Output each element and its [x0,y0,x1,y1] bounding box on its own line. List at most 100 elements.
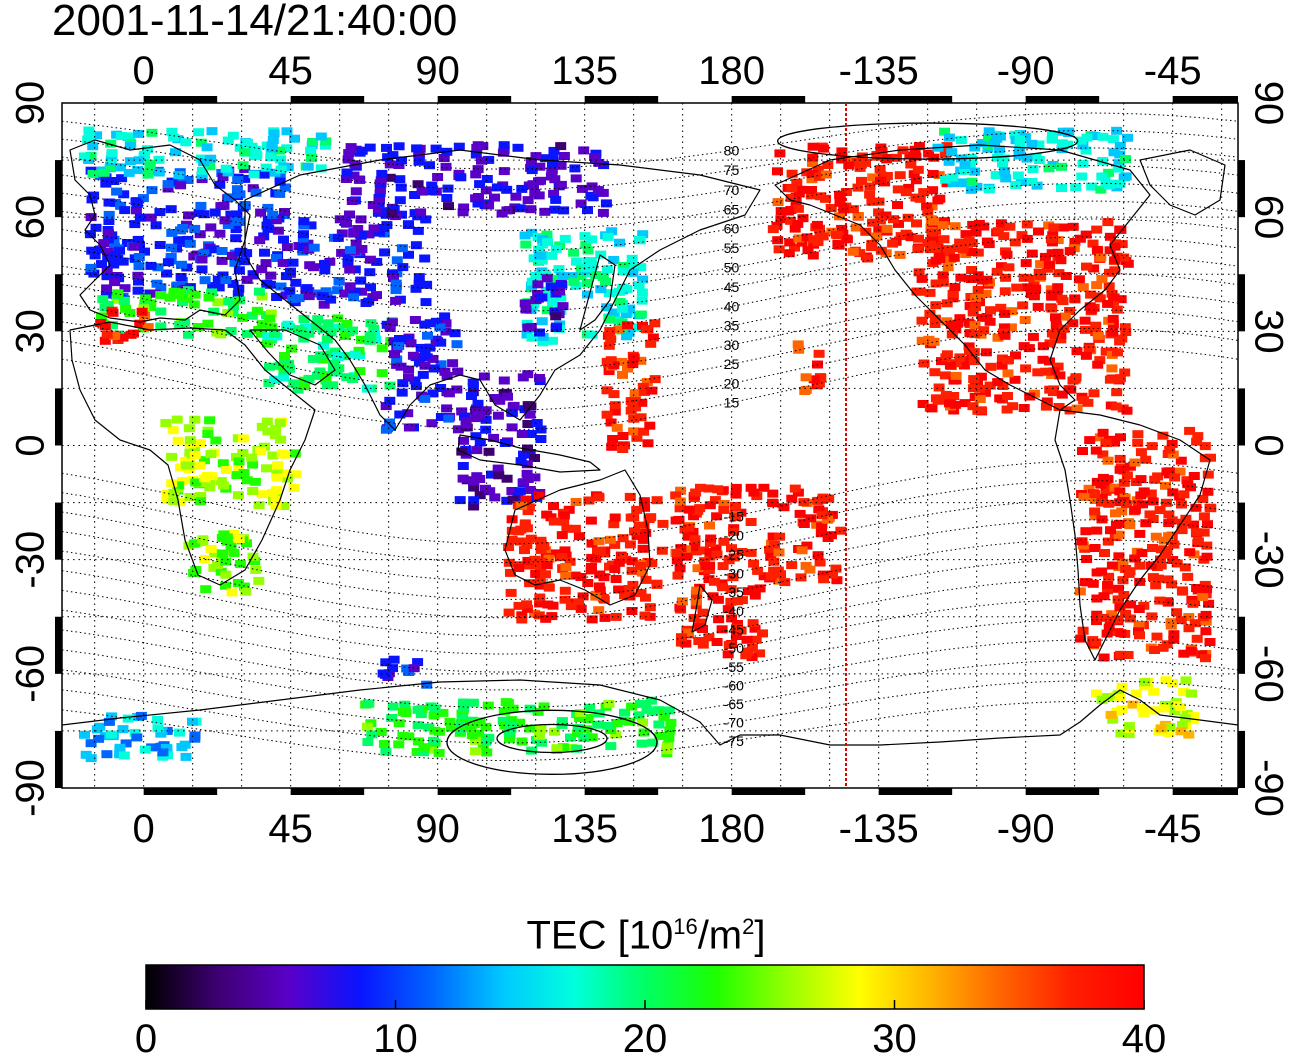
contour-label: -65 [724,696,744,712]
tec-cell [1121,406,1133,415]
tec-cell [513,601,525,610]
tec-cell [421,680,433,689]
tec-cell [928,337,940,346]
tec-cell [472,199,484,208]
tec-cell [913,234,924,243]
tec-cell [619,591,631,600]
tec-cell [519,299,531,308]
tec-cell [1113,159,1125,168]
tec-cell [274,189,286,198]
tec-cell [85,213,97,222]
tec-cell [643,515,655,524]
tec-cell [521,469,533,478]
tec-cell [525,157,537,166]
tec-cell [867,173,879,182]
tec-cell [1129,554,1141,563]
tec-cell [249,557,261,566]
tec-cell [638,728,650,737]
axis-bar-top [1172,96,1238,103]
tec-cell [440,162,452,171]
tec-cell [816,511,828,520]
tec-cell [1102,537,1114,546]
tec-cell [900,188,912,197]
tec-cell [412,658,424,667]
tec-cell [195,492,207,500]
tec-cell [101,266,113,274]
tec-cell [319,141,331,150]
tec-cell [1176,721,1188,730]
tec-cell [1199,580,1211,589]
tec-cell [628,414,640,423]
colorbar-label-exp1: 16 [673,914,698,939]
tec-cell [629,527,640,536]
tec-cell [1056,139,1068,148]
tec-cell [457,462,469,470]
tec-cell [308,243,320,252]
tec-cell [1190,503,1202,512]
tec-cell [251,306,263,315]
tec-cell [314,367,326,376]
tec-cell [1167,679,1179,687]
tec-cell [1075,634,1087,643]
colorbar-label-mid: /m [697,913,743,958]
tec-cell [1174,467,1186,476]
tec-cell [217,459,229,468]
tec-cell [723,556,735,565]
tec-cell [1157,643,1169,652]
tec-cell [384,173,396,182]
tec-cell [807,142,819,151]
tec-cell [284,287,296,296]
tec-cell [1077,141,1089,150]
tec-cell [232,491,244,500]
tec-cell [925,223,937,232]
tec-cell [222,221,234,229]
tec-cell [944,399,955,408]
tec-cell [969,167,981,176]
tec-cell [1081,133,1093,142]
tec-cell [421,280,433,289]
tec-cell [539,207,551,216]
tec-cell [524,410,536,419]
contour-label: -15 [724,509,744,525]
coast-europe [69,139,251,323]
tec-cell [573,598,585,607]
tec-cell [371,291,382,300]
tec-cell [96,260,107,269]
tec-cell [1140,519,1152,528]
tec-cell [522,420,534,428]
tec-cell [145,261,157,270]
tec-cell [380,402,392,411]
tec-cell [525,561,537,570]
tec-cell [120,739,132,748]
tec-cell [1188,520,1200,529]
tec-cell [103,229,114,238]
tec-cell [379,248,391,257]
tec-cell [108,260,120,269]
tec-cell [1020,259,1032,268]
tec-cell [233,535,245,543]
tec-cell [99,336,111,345]
tec-cell [576,184,588,193]
lat-tick-left: 30 [9,309,53,354]
tec-cell [813,379,825,388]
tec-cell [132,271,144,280]
tec-cell [757,629,768,638]
tec-cell [439,367,451,376]
tec-cell [405,339,417,348]
tec-cell [466,731,478,740]
tec-cell [374,195,385,204]
tec-cell [137,194,149,203]
tec-cell [419,320,431,329]
tec-cell [390,296,402,305]
tec-cell [542,600,554,609]
tec-cell [112,289,124,298]
contour-label: 65 [724,201,740,217]
tec-cell [730,632,742,640]
tec-cell [1103,623,1115,632]
tec-cell [521,540,533,549]
tec-cell [246,311,258,320]
tec-cell [1087,239,1099,248]
tec-cell [805,191,817,200]
tec-cell [966,177,978,186]
tec-cell [1079,316,1091,325]
